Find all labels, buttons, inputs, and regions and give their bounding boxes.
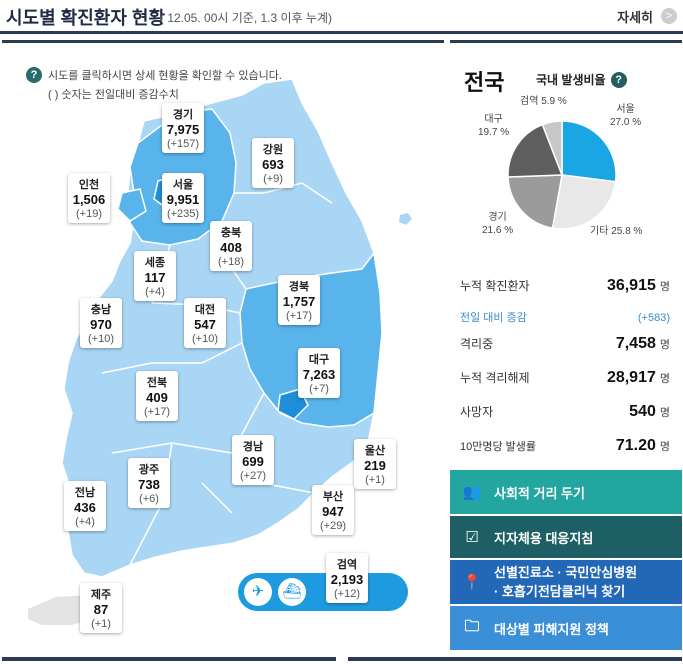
map-note: ? 시도를 클릭하시면 상세 현황을 확인할 수 있습니다. [26, 67, 282, 83]
region-shape-gyeongbuk[interactable] [239, 251, 383, 428]
pie-slice-2 [507, 174, 563, 230]
region-label-chungnam[interactable]: 충남 970 (+10) [80, 298, 122, 348]
map-panel: ? 시도를 클릭하시면 상세 현황을 확인할 수 있습니다. ( ) 숫자는 전… [2, 40, 444, 656]
pie-slice-1 [551, 174, 617, 230]
page-header: 시도별 확진환자 현황 ( 12.05. 00시 기준, 1.3 이후 누계) … [0, 0, 683, 34]
guideline-button[interactable]: ☑ 지자체용 대응지침 [450, 516, 682, 558]
page-subtitle: ( 12.05. 00시 기준, 1.3 이후 누계) [160, 11, 333, 25]
region-label-jeonbuk[interactable]: 전북 409 (+17) [136, 371, 178, 421]
region-label-gyeongbuk[interactable]: 경북 1,757 (+17) [278, 275, 320, 325]
more-link[interactable]: 자세히 [617, 10, 653, 25]
island-ulleung [399, 213, 412, 225]
ship-icon: ⛴ [278, 578, 306, 606]
region-label-daegu[interactable]: 대구 7,263 (+7) [298, 348, 340, 398]
stat-daily-change: 전일 대비 증감 (+583) [460, 312, 670, 324]
pie-chart [507, 120, 617, 230]
region-label-quarantine[interactable]: 검역 2,193 (+12) [326, 553, 368, 603]
social-distancing-button[interactable]: 👥 사회적 거리 두기 [450, 470, 682, 514]
folder-icon: 🗀 [464, 617, 480, 635]
pie-label-seoul: 서울 27.0 % [610, 104, 642, 128]
region-shape-incheon[interactable] [117, 188, 147, 222]
nation-label: 전국 [464, 70, 505, 95]
pie-label-quarantine: 검역 5.9 % [520, 96, 567, 107]
ratio-title-text: 국내 발생비율 [536, 73, 606, 87]
help-icon[interactable]: ? [610, 71, 627, 88]
support-policy-button[interactable]: 🗀 대상별 피해지원 정책 [450, 606, 682, 650]
divider [348, 657, 682, 661]
clinic-finder-button[interactable]: 📍 선별진료소 · 국민안심병원 · 호흡기전담클리닉 찾기 [450, 560, 682, 604]
stat-isolated: 격리중 7,458 명 [460, 335, 670, 352]
pie-slice-3 [507, 123, 564, 178]
pie-label-gyeonggi: 경기 21.6 % [482, 212, 514, 236]
region-label-jeju[interactable]: 제주 87 (+1) [80, 583, 122, 633]
stat-released: 누적 격리해제 28,917 명 [460, 369, 670, 386]
stat-total: 누적 확진환자 36,915 명 [460, 277, 670, 294]
region-label-gangwon[interactable]: 강원 693 (+9) [252, 138, 294, 188]
document-check-icon: ☑ [465, 529, 479, 546]
divider [2, 657, 336, 661]
region-label-seoul[interactable]: 서울 9,951 (+235) [162, 173, 204, 223]
region-label-gwangju[interactable]: 광주 738 (+6) [128, 458, 170, 508]
stat-incidence-rate: 10만명당 발생률 71.20 명 [460, 437, 670, 454]
map-note-text: 시도를 클릭하시면 상세 현황을 확인할 수 있습니다. [48, 70, 282, 82]
pie-label-daegu: 대구 19.7 % [478, 114, 510, 138]
chevron-right-icon[interactable]: > [661, 8, 677, 24]
region-label-daejeon[interactable]: 대전 547 (+10) [184, 298, 226, 348]
help-icon[interactable]: ? [26, 67, 42, 83]
region-label-sejong[interactable]: 세종 117 (+4) [134, 251, 176, 301]
ratio-title: 국내 발생비율 ? [536, 71, 627, 88]
region-label-busan[interactable]: 부산 947 (+29) [312, 485, 354, 535]
region-label-gyeongnam[interactable]: 경남 699 (+27) [232, 435, 274, 485]
korea-map [28, 78, 412, 625]
region-label-incheon[interactable]: 인천 1,506 (+19) [68, 173, 110, 223]
pie-slice-4 [541, 120, 563, 176]
map-note-sub: ( ) 숫자는 전일대비 증감수치 [48, 89, 179, 101]
stat-deaths: 사망자 540 명 [460, 403, 670, 420]
stats-panel: 전국 국내 발생비율 ? 검역 5.9 % 서울 27.0 % 대구 19.7 % … [450, 40, 682, 468]
page-title: 시도별 확진환자 현황 [6, 8, 166, 28]
region-label-chungbuk[interactable]: 충북 408 (+18) [210, 221, 252, 271]
pie-slice-0 [561, 120, 617, 183]
airplane-icon: ✈ [244, 578, 272, 606]
map-pin-icon: 📍 [462, 574, 482, 591]
people-icon: 👥 [462, 484, 482, 501]
region-label-ulsan[interactable]: 울산 219 (+1) [354, 439, 396, 489]
pie-label-etc: 기타 25.8 % [590, 226, 643, 237]
quarantine-pill[interactable]: ✈ ⛴ [238, 573, 408, 611]
region-label-gyeonggi[interactable]: 경기 7,975 (+157) [162, 103, 204, 153]
region-label-jeonnam[interactable]: 전남 436 (+4) [64, 481, 106, 531]
